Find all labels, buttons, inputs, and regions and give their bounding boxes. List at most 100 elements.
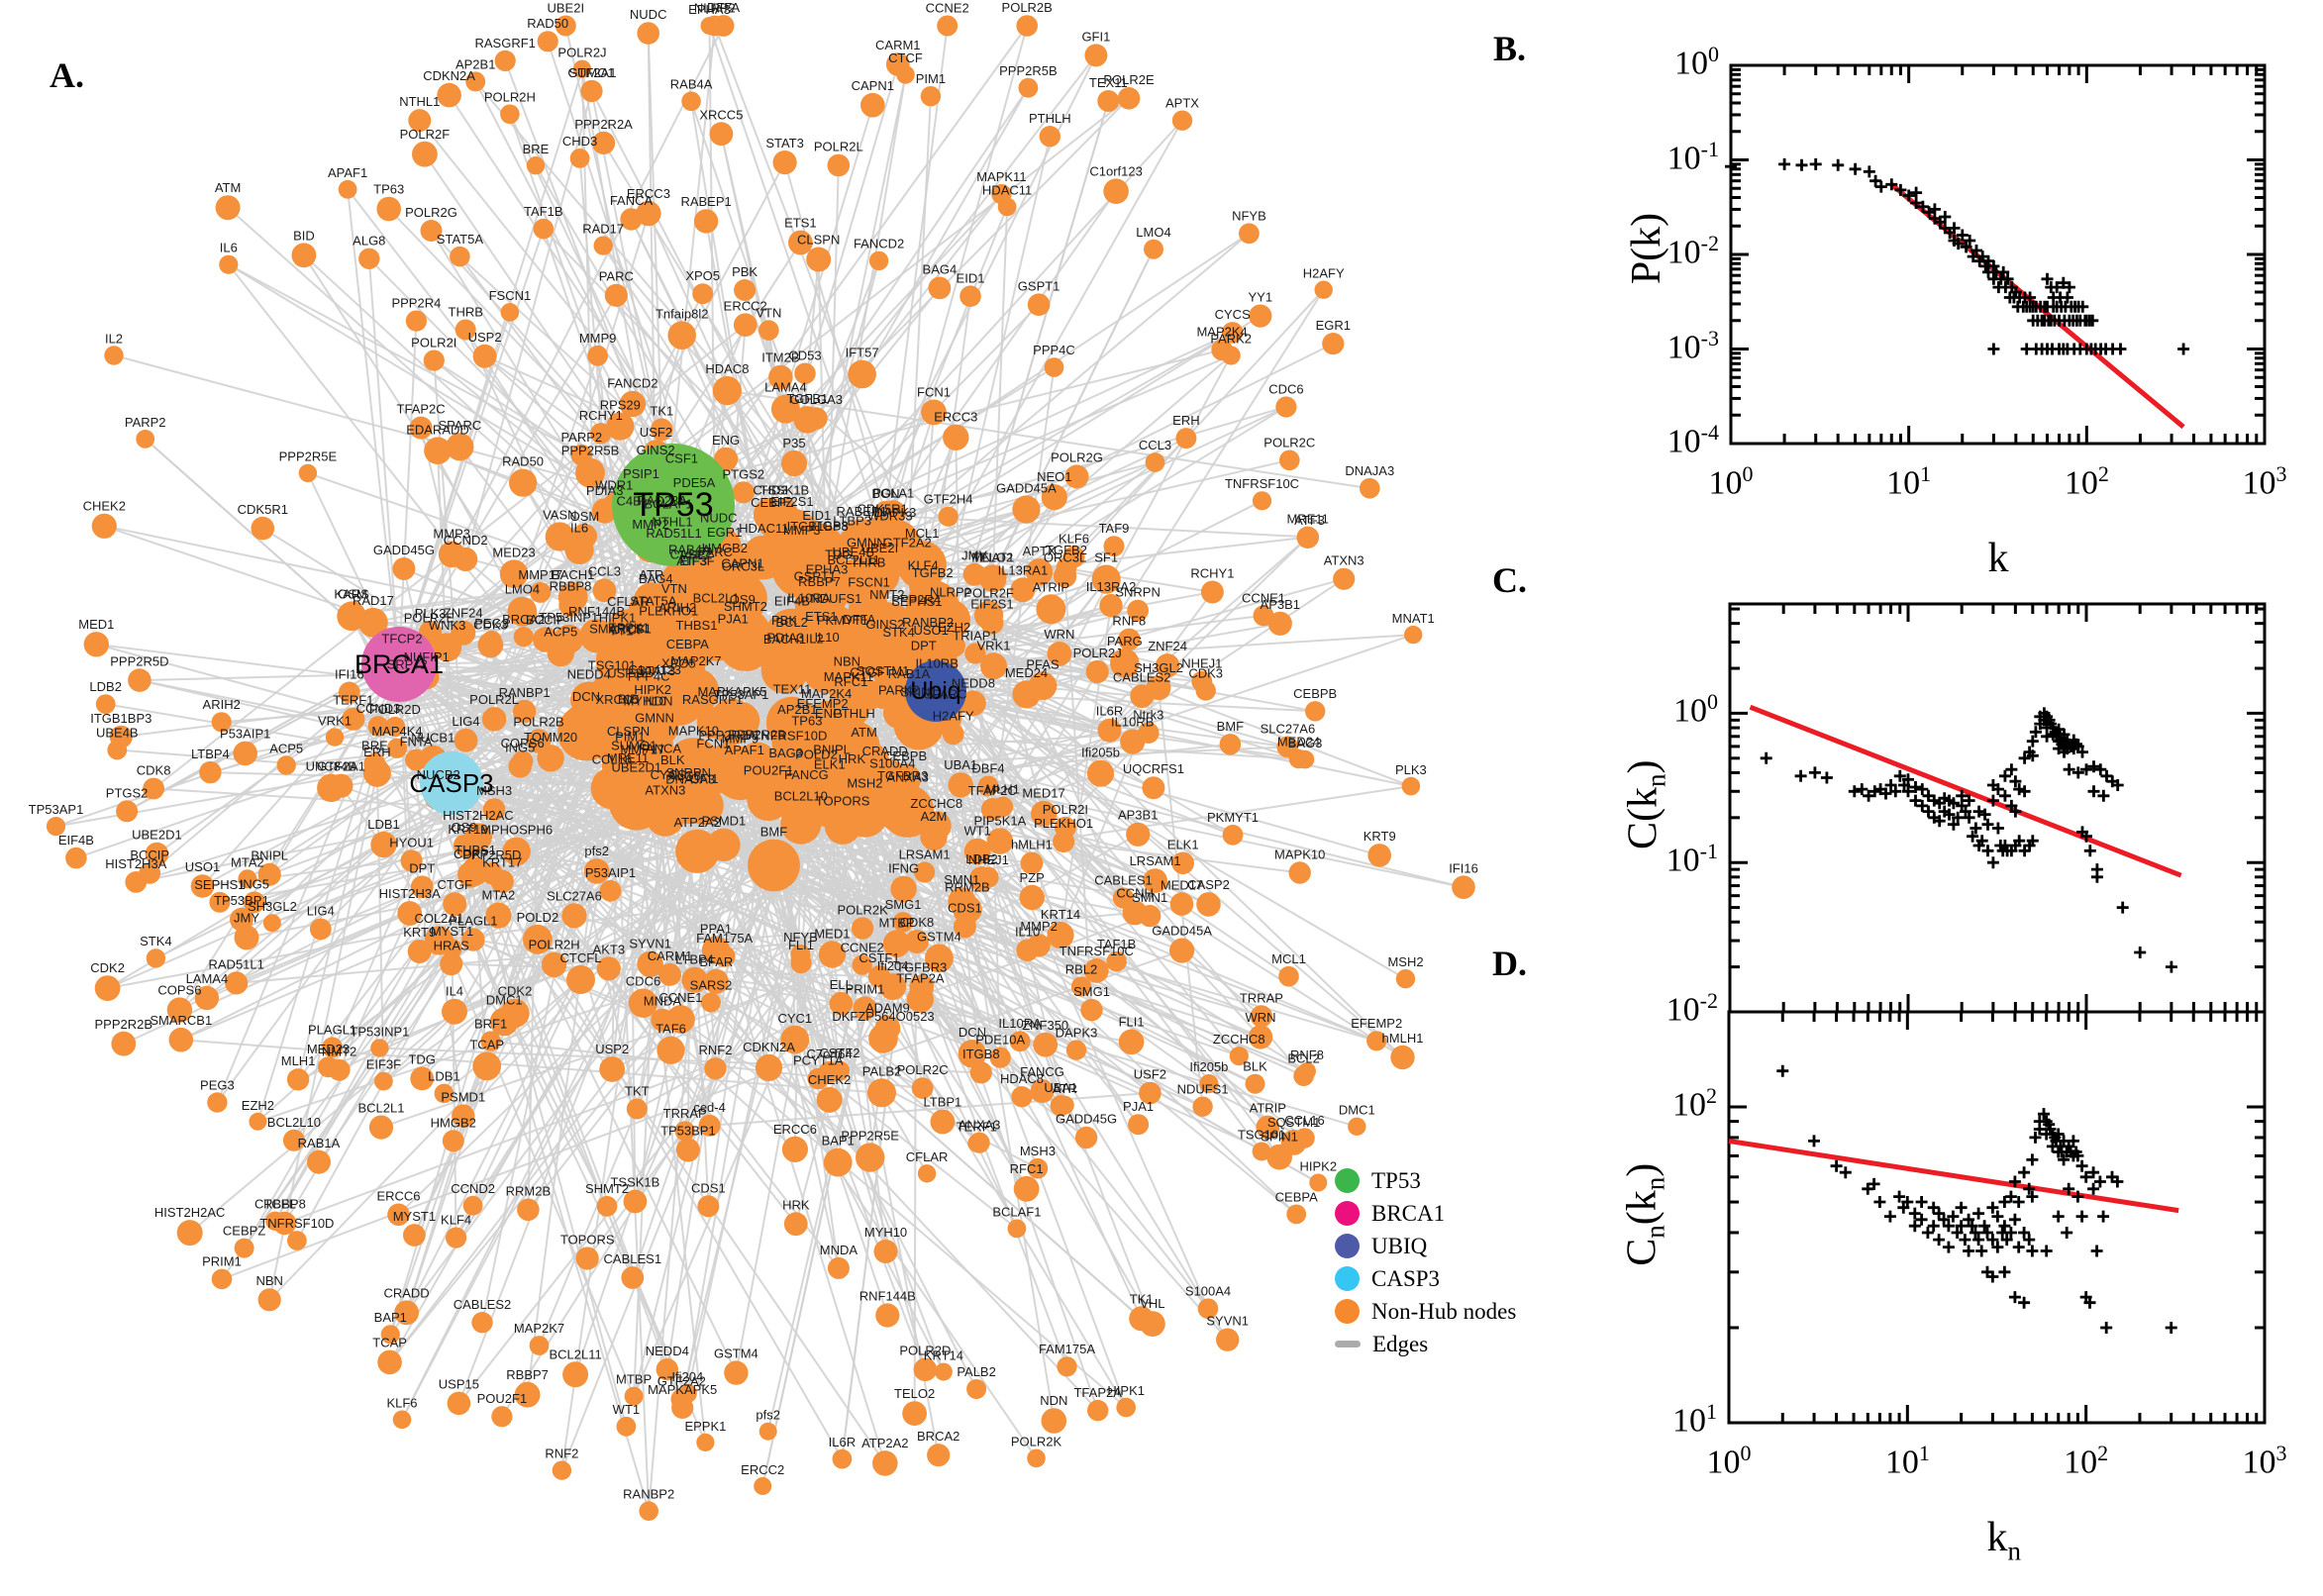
svg-text:WDR1: WDR1 <box>595 478 633 493</box>
svg-text:MMP2: MMP2 <box>632 517 669 532</box>
svg-text:NHEJ1: NHEJ1 <box>968 852 1009 867</box>
svg-text:BRE: BRE <box>361 739 388 753</box>
svg-text:RRM2B: RRM2B <box>945 880 990 895</box>
svg-text:TNFRSF10D: TNFRSF10D <box>259 1216 334 1231</box>
svg-text:TFAP2A: TFAP2A <box>1073 1385 1122 1400</box>
svg-text:NDUFS1: NDUFS1 <box>810 591 861 606</box>
network-legend: TP53 BRCA1 UBIQ CASP3 Non-Hub nodes Edge… <box>1335 1164 1632 1360</box>
svg-text:EIF4B: EIF4B <box>774 594 810 609</box>
hub-node-ubiq: Ubiq <box>905 660 966 722</box>
svg-text:CCNE2: CCNE2 <box>841 941 884 955</box>
svg-text:BAG4: BAG4 <box>639 571 673 586</box>
svg-text:CHEK2: CHEK2 <box>83 499 126 514</box>
svg-text:PPP4C: PPP4C <box>1033 343 1075 357</box>
svg-text:RNF2: RNF2 <box>699 1043 733 1057</box>
svg-text:VHL: VHL <box>680 548 705 562</box>
svg-text:TAF9: TAF9 <box>1099 521 1130 536</box>
svg-text:BAG4: BAG4 <box>923 262 958 277</box>
panel-a-label: A. <box>50 55 84 95</box>
svg-text:BAG3: BAG3 <box>1288 736 1323 750</box>
svg-text:ENG: ENG <box>815 706 843 721</box>
svg-text:CTGF: CTGF <box>438 877 472 892</box>
svg-text:NEDD4: NEDD4 <box>567 667 611 682</box>
svg-text:CABLES1: CABLES1 <box>604 1251 662 1266</box>
svg-text:LTBP1: LTBP1 <box>924 1095 962 1110</box>
svg-text:BMF: BMF <box>760 825 788 840</box>
svg-text:SLC27A6: SLC27A6 <box>1261 722 1316 737</box>
svg-text:MNAT1: MNAT1 <box>1392 611 1435 626</box>
svg-text:GMNN: GMNN <box>847 536 886 550</box>
svg-text:IL10RA: IL10RA <box>998 1016 1042 1031</box>
svg-text:EID1: EID1 <box>802 508 831 523</box>
svg-text:ELK1: ELK1 <box>1167 838 1199 852</box>
svg-text:NFYB: NFYB <box>783 930 818 945</box>
svg-text:LDB2: LDB2 <box>89 679 122 694</box>
svg-text:FANCD2: FANCD2 <box>607 376 657 391</box>
svg-text:MAP2K7: MAP2K7 <box>670 653 721 668</box>
svg-text:TDG: TDG <box>825 548 852 562</box>
svg-text:HDAC8: HDAC8 <box>705 361 749 376</box>
svg-text:ELK1: ELK1 <box>814 756 846 771</box>
svg-text:BAP1: BAP1 <box>374 1310 407 1325</box>
svg-text:ATP2A2: ATP2A2 <box>673 815 720 830</box>
svg-text:POLR2D: POLR2D <box>899 1344 951 1358</box>
svg-text:ATP2A2: ATP2A2 <box>861 1436 908 1450</box>
svg-text:CDS1: CDS1 <box>691 1180 726 1195</box>
svg-text:ERH: ERH <box>363 745 390 759</box>
svg-text:KLF4: KLF4 <box>908 557 939 572</box>
svg-text:JMY: JMY <box>961 549 987 563</box>
svg-text:STK4: STK4 <box>882 625 915 640</box>
svg-text:MMP17: MMP17 <box>620 743 664 757</box>
svg-text:CFLAR: CFLAR <box>607 594 650 609</box>
svg-text:MNAT1: MNAT1 <box>971 550 1014 565</box>
svg-text:PPP2R2B: PPP2R2B <box>728 728 786 743</box>
svg-text:SNRPN: SNRPN <box>1115 585 1161 600</box>
svg-text:SEPHS1: SEPHS1 <box>194 877 245 892</box>
svg-text:PPP4C: PPP4C <box>628 669 670 684</box>
svg-text:BRF1: BRF1 <box>474 1016 507 1031</box>
svg-text:BACH1: BACH1 <box>763 632 806 647</box>
svg-text:FANCG: FANCG <box>784 767 829 782</box>
svg-text:PSMD1: PSMD1 <box>441 1089 485 1104</box>
svg-text:pfs2: pfs2 <box>756 1408 780 1423</box>
svg-text:IL10: IL10 <box>814 630 839 645</box>
svg-text:NEO1: NEO1 <box>1037 469 1071 484</box>
svg-text:TOMM20: TOMM20 <box>524 730 577 745</box>
svg-text:AKT3: AKT3 <box>593 942 626 956</box>
svg-text:IL2: IL2 <box>806 632 824 647</box>
svg-text:PTGS2: PTGS2 <box>722 466 764 481</box>
svg-text:UBE2I: UBE2I <box>548 1 585 16</box>
svg-text:GINS2: GINS2 <box>865 617 904 632</box>
svg-text:NUFIP1: NUFIP1 <box>404 649 450 664</box>
svg-text:TNFRSF10C: TNFRSF10C <box>1060 944 1134 958</box>
svg-text:ING5: ING5 <box>240 877 269 892</box>
svg-text:NUDC: NUDC <box>700 511 738 526</box>
svg-text:KRT17: KRT17 <box>482 855 522 870</box>
svg-text:RNF144B: RNF144B <box>859 1288 916 1303</box>
svg-text:TP53BP1: TP53BP1 <box>214 893 269 908</box>
svg-text:MYST1: MYST1 <box>431 924 473 939</box>
svg-text:TERF1: TERF1 <box>957 1120 997 1135</box>
svg-text:CRADD: CRADD <box>862 744 908 758</box>
svg-text:CAPN1: CAPN1 <box>852 78 894 93</box>
svg-text:UBE2I: UBE2I <box>861 541 899 555</box>
svg-text:PARC: PARC <box>698 545 733 559</box>
svg-text:CDK5R1: CDK5R1 <box>857 501 907 516</box>
svg-text:ERCC3: ERCC3 <box>627 186 670 201</box>
network-graph: TP53 BRCA1 Ubiq CASP3 CEBPZ TAF1B POLR2I POLR2K… <box>29 0 1478 1521</box>
svg-text:PLEKHO1: PLEKHO1 <box>1034 816 1093 831</box>
svg-text:MAP2K4: MAP2K4 <box>1196 325 1247 340</box>
svg-text:PPP2R2A: PPP2R2A <box>574 117 633 132</box>
svg-text:COL2A1: COL2A1 <box>414 911 463 926</box>
svg-text:EPHA3: EPHA3 <box>806 562 849 577</box>
svg-text:GTF2H4: GTF2H4 <box>924 492 973 507</box>
svg-text:FCN1: FCN1 <box>696 737 730 751</box>
legend-item-edges: Edges <box>1335 1328 1632 1360</box>
svg-text:PDE5A: PDE5A <box>673 475 716 490</box>
svg-text:YY1: YY1 <box>1249 290 1273 305</box>
svg-text:ced-4: ced-4 <box>693 1100 726 1115</box>
svg-text:RBBP8: RBBP8 <box>263 1197 306 1212</box>
tick-label: 10-2 <box>1666 988 1718 1029</box>
hub-node-tp53: TP53 <box>612 444 735 566</box>
svg-text:SH3GL2: SH3GL2 <box>1134 660 1183 675</box>
